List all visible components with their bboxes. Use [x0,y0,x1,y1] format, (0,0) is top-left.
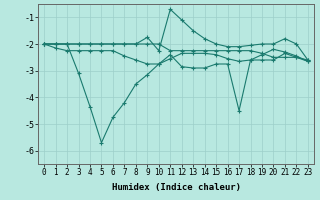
X-axis label: Humidex (Indice chaleur): Humidex (Indice chaleur) [111,183,241,192]
